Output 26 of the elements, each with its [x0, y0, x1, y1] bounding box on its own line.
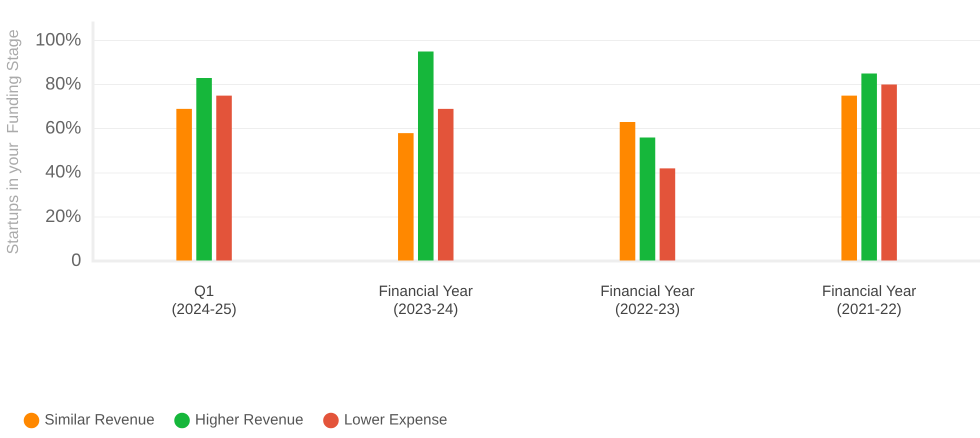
- y-tick-label: 80%: [45, 74, 82, 94]
- x-tick-label: Financial Year (2022-23): [600, 283, 695, 318]
- bar: [176, 108, 192, 260]
- y-tick-label: 100%: [35, 29, 82, 50]
- bar: [216, 96, 232, 260]
- y-axis-title: Startups in your Funding Stage: [5, 29, 22, 254]
- bar: [418, 51, 434, 260]
- x-tick-label: Financial Year (2021-22): [822, 283, 916, 318]
- y-tick-label: 0: [71, 250, 82, 270]
- bar: [438, 108, 454, 260]
- bar: [660, 168, 676, 260]
- legend-label: Lower Expense: [344, 412, 448, 429]
- bar: [861, 74, 877, 260]
- bar: [196, 78, 212, 260]
- y-tick-label: 20%: [45, 206, 82, 226]
- x-tick-label: Q1 (2024-25): [172, 283, 237, 318]
- y-tick-label: 40%: [45, 162, 82, 182]
- bar: [841, 96, 857, 260]
- bar: [640, 137, 656, 260]
- legend-label: Higher Revenue: [195, 412, 304, 429]
- bar: [881, 84, 897, 260]
- y-tick-label: 60%: [45, 118, 82, 138]
- x-tick-label: Financial Year (2023-24): [378, 283, 473, 318]
- legend-label: Similar Revenue: [44, 412, 155, 429]
- bar: [620, 122, 636, 260]
- bar: [398, 133, 414, 260]
